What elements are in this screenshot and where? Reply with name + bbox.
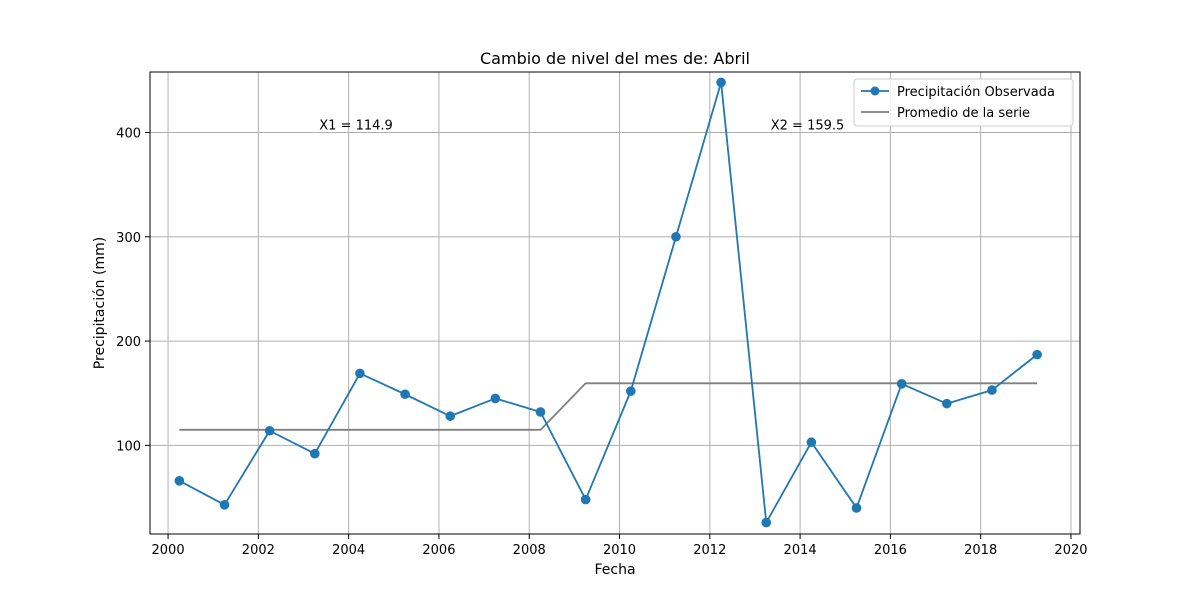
axis-ticks: 2000 2002 2004 2006 2008 2010 2012 2014 2016 2018…	[116, 126, 1087, 558]
annotation-x1: X1 = 114.9	[319, 118, 393, 133]
x-tick-label: 2008	[513, 543, 546, 558]
x-tick-label: 2006	[422, 543, 455, 558]
x-tick-label: 2014	[784, 543, 817, 558]
annotation-x2: X2 = 159.5	[771, 118, 845, 133]
data-point	[219, 499, 230, 510]
data-point	[942, 398, 952, 409]
y-tick-label: 200	[116, 335, 141, 350]
y-tick-label: 300	[116, 231, 141, 246]
data-point	[174, 476, 185, 486]
series-layer	[174, 77, 1042, 528]
data-point	[851, 503, 862, 513]
data-point	[309, 448, 320, 459]
data-point	[896, 379, 907, 389]
x-tick-label: 2018	[964, 543, 997, 558]
x-axis-title: Fecha	[594, 562, 635, 578]
x-tick-label: 2010	[603, 543, 636, 558]
y-axis-title: Precipitación (mm)	[92, 237, 108, 369]
y-tick-label: 400	[116, 126, 141, 141]
x-tick-label: 2000	[152, 543, 185, 558]
data-point	[671, 231, 681, 242]
data-point	[535, 407, 546, 417]
chart-title: Cambio de nivel del mes de: Abril	[480, 49, 750, 68]
x-tick-label: 2012	[693, 543, 726, 558]
legend-box	[853, 78, 1074, 127]
x-tick-label: 2002	[242, 543, 275, 558]
legend-marker-observada	[870, 86, 880, 96]
x-tick-label: 2016	[874, 543, 907, 558]
series-line-promedio	[179, 382, 1038, 431]
legend: Precipitación Observada Promedio de la s…	[853, 78, 1074, 127]
data-point	[987, 385, 997, 395]
grid	[150, 72, 1080, 534]
y-tick-label: 100	[116, 439, 141, 454]
x-tick-label: 2020	[1054, 543, 1087, 558]
data-point	[400, 389, 410, 400]
plot-area-frame	[149, 71, 1081, 535]
data-point	[445, 411, 456, 421]
data-point	[264, 425, 275, 436]
data-point	[761, 517, 772, 528]
x-tick-label: 2004	[332, 543, 365, 558]
data-point	[580, 494, 591, 505]
data-point	[490, 393, 501, 404]
series-line-observada	[178, 81, 1038, 524]
data-point	[1032, 349, 1042, 360]
data-point	[806, 437, 817, 448]
legend-label-promedio: Promedio de la serie	[897, 106, 1030, 121]
data-point	[716, 77, 726, 88]
data-point	[355, 368, 365, 379]
legend-label-observada: Precipitación Observada	[897, 85, 1055, 100]
data-point	[626, 386, 636, 396]
